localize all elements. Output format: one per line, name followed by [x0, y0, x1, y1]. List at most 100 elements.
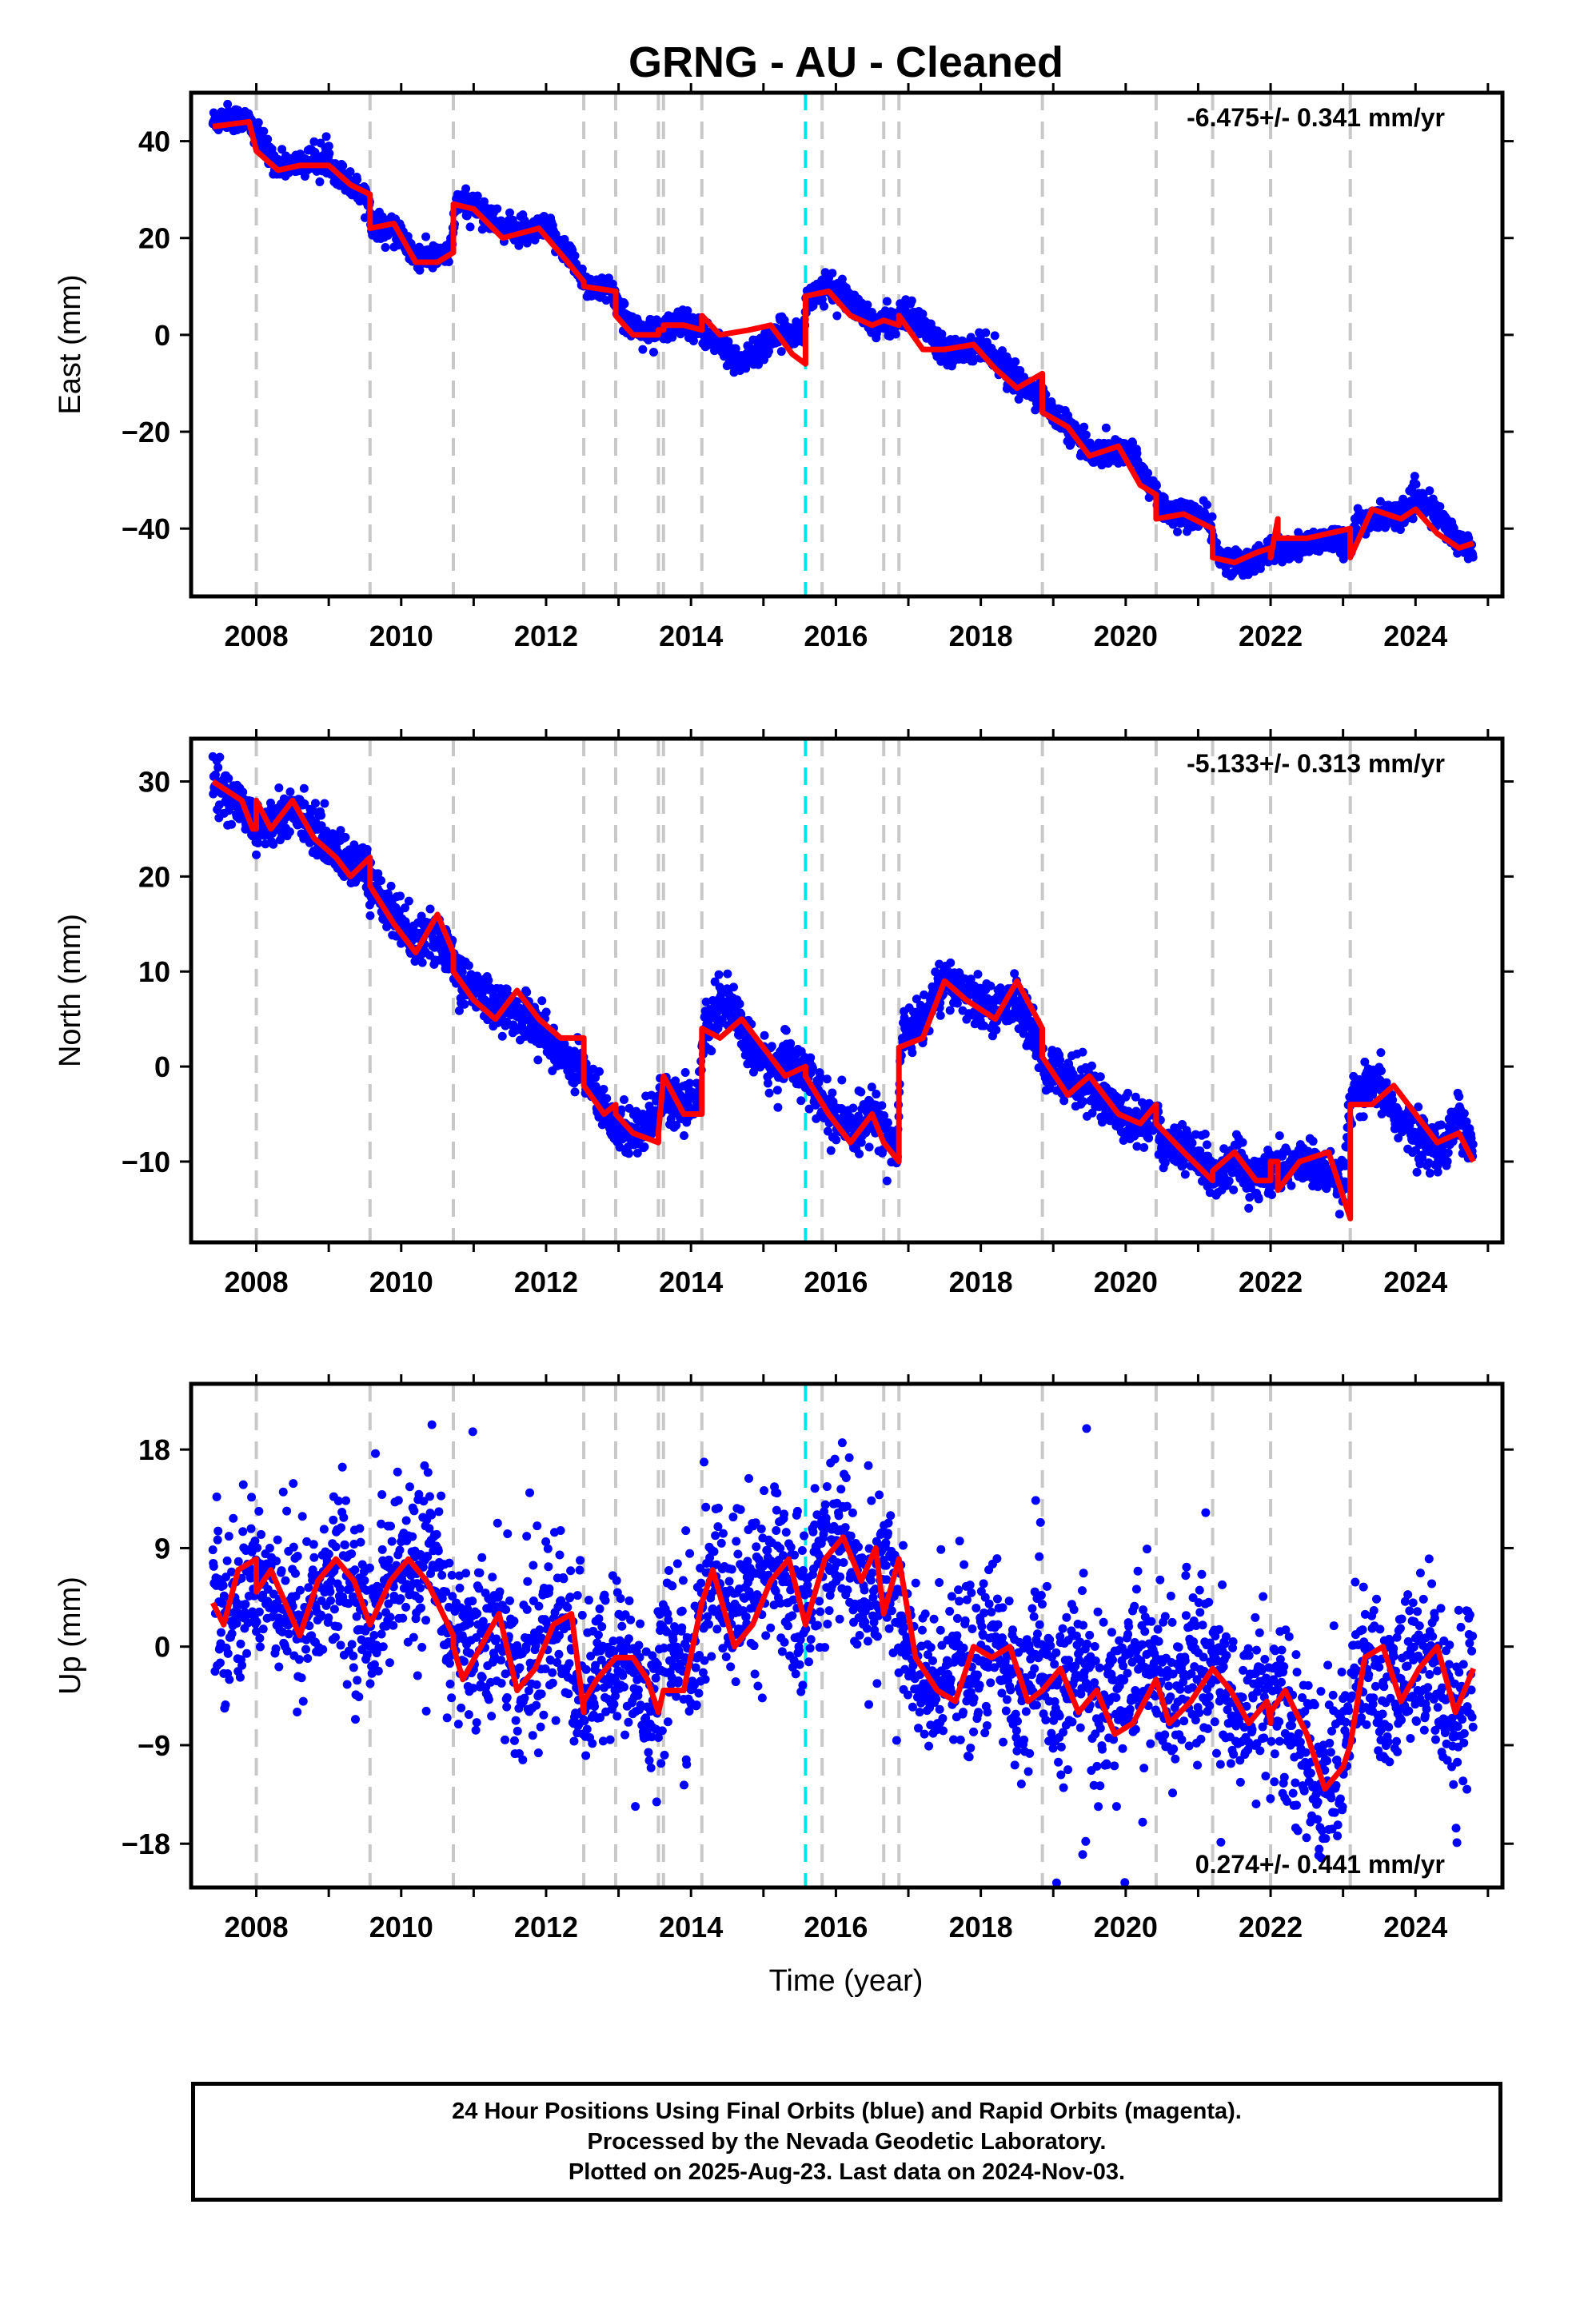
data-point [602, 1094, 611, 1102]
data-point [1079, 423, 1088, 432]
data-point [1152, 481, 1161, 490]
data-point [832, 1135, 840, 1144]
data-point [796, 1096, 805, 1105]
data-point [238, 787, 247, 796]
data-point [311, 799, 320, 807]
data-point [856, 1088, 865, 1097]
y-axis-label-east: East (mm) [54, 274, 87, 414]
data-point [773, 1086, 782, 1094]
data-point [1011, 357, 1019, 366]
data-point [1411, 480, 1420, 488]
data-point [828, 1088, 836, 1097]
data-point [421, 233, 430, 241]
data-point [215, 753, 224, 762]
data-point [341, 833, 349, 842]
x-tick-label: 2024 [1383, 620, 1447, 652]
data-point [782, 1026, 791, 1034]
data-point [493, 205, 501, 213]
data-point [723, 970, 732, 979]
data-point [991, 1026, 1000, 1034]
x-tick-label: 2008 [225, 620, 289, 652]
data-point [227, 820, 236, 829]
data-point [274, 783, 283, 792]
data-point [1410, 472, 1419, 480]
chart-title: GRNG - AU - Cleaned [628, 38, 1063, 86]
data-point [571, 251, 580, 260]
data-point [254, 118, 263, 127]
data-point [338, 161, 347, 170]
data-point [877, 1101, 886, 1110]
data-point [624, 1149, 633, 1158]
data-point [377, 876, 385, 885]
x-tick-label: 2012 [514, 620, 578, 652]
data-point [872, 1090, 880, 1098]
data-point [1425, 486, 1434, 495]
data-point [533, 1055, 542, 1064]
data-point [1203, 500, 1211, 509]
data-point [640, 1142, 649, 1151]
x-tick-label: 2014 [659, 620, 723, 652]
data-point [827, 1146, 836, 1155]
data-point [353, 175, 361, 184]
data-point [865, 1142, 874, 1151]
data-point [806, 1054, 815, 1062]
y-tick-label: 40 [138, 126, 170, 158]
data-point [823, 1074, 832, 1083]
data-point [317, 811, 325, 819]
data-point [892, 330, 900, 339]
data-point [765, 1089, 774, 1098]
data-point [729, 983, 738, 991]
plot-area-east [191, 93, 1502, 596]
y-tick-label: −40 [122, 512, 170, 545]
data-point [465, 961, 473, 970]
data-point [396, 891, 405, 900]
data-point [773, 1103, 782, 1112]
data-point [1102, 424, 1111, 433]
data-point [300, 784, 309, 793]
data-point [285, 827, 294, 836]
data-point [381, 243, 390, 252]
data-point [707, 1046, 716, 1055]
y-tick-label: 20 [138, 222, 170, 255]
data-point [828, 269, 836, 277]
data-point [768, 1042, 776, 1050]
data-point [837, 1075, 846, 1084]
data-point [1469, 552, 1478, 561]
data-point [315, 177, 324, 186]
data-point [259, 127, 268, 136]
rate-label-east: -6.475+/- 0.341 mm/yr [1187, 103, 1445, 132]
data-point [620, 1095, 628, 1104]
data-point [714, 971, 723, 979]
data-point [884, 1118, 892, 1127]
data-point [1173, 528, 1182, 536]
data-point [537, 996, 546, 1005]
data-point [777, 347, 786, 356]
data-point [426, 905, 435, 914]
data-point [1055, 1056, 1064, 1065]
data-point [263, 135, 272, 144]
data-point [1435, 502, 1444, 511]
data-point [883, 297, 892, 306]
data-point [365, 911, 374, 920]
data-point [638, 345, 647, 354]
data-point [908, 297, 916, 305]
data-point [946, 1006, 955, 1015]
data-point [1082, 431, 1091, 440]
data-point [224, 774, 233, 783]
data-point [387, 882, 396, 891]
data-point [466, 222, 475, 231]
data-point [322, 132, 331, 141]
data-point [760, 1031, 769, 1040]
data-point [736, 999, 744, 1008]
data-point [620, 299, 629, 308]
data-point [1208, 512, 1217, 521]
x-tick-label: 2020 [1094, 620, 1158, 652]
data-point [542, 1008, 551, 1017]
x-tick-label: 2016 [804, 620, 868, 652]
data-point [405, 897, 413, 906]
data-point [325, 149, 333, 157]
